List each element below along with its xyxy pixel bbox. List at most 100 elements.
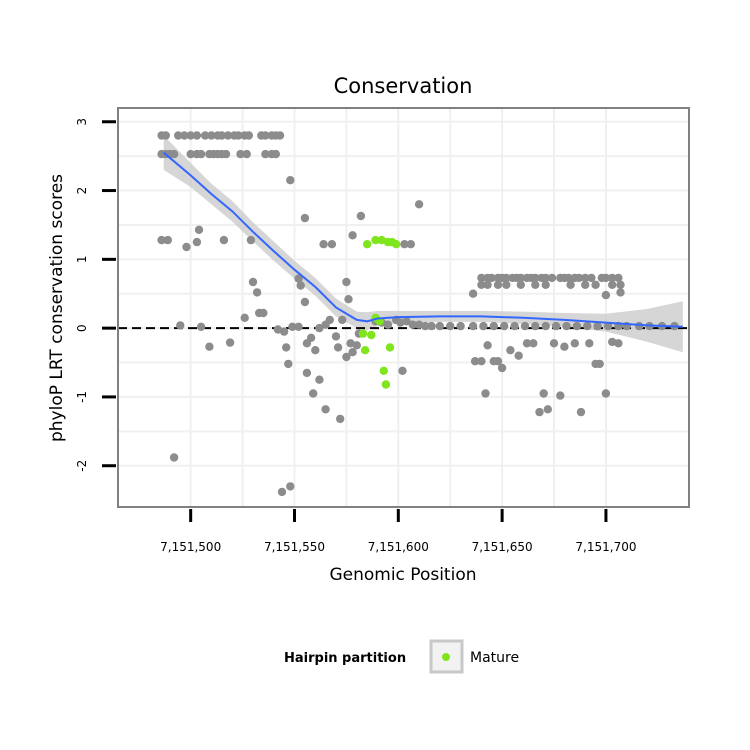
point-other bbox=[564, 273, 573, 283]
point-other bbox=[356, 211, 366, 221]
point-other bbox=[500, 321, 509, 331]
point-other bbox=[311, 346, 320, 355]
x-tick-label: 7,151,700 bbox=[575, 540, 636, 554]
point-other bbox=[400, 240, 409, 249]
point-other bbox=[259, 308, 268, 318]
point-other bbox=[535, 407, 544, 417]
point-other bbox=[338, 315, 347, 325]
point-other bbox=[306, 333, 316, 342]
plot-panel-border bbox=[117, 107, 690, 508]
point-other bbox=[522, 339, 532, 348]
point-other bbox=[271, 149, 280, 159]
point-other bbox=[595, 359, 604, 369]
point-other bbox=[157, 235, 166, 245]
point-other bbox=[576, 407, 586, 417]
point-other bbox=[348, 231, 357, 240]
point-other bbox=[342, 352, 351, 362]
x-axis: 7,151,500 7,151,550 7,151,600 7,151,650 7,15… bbox=[160, 509, 636, 554]
point-other bbox=[541, 273, 550, 283]
point-other bbox=[319, 240, 328, 249]
point-other bbox=[315, 323, 324, 333]
point-other bbox=[207, 131, 216, 140]
point-other bbox=[608, 273, 617, 283]
point-other bbox=[421, 321, 430, 331]
y-axis: -2 -1 0 1 2 3 bbox=[75, 118, 116, 472]
point-other bbox=[549, 339, 559, 348]
point-other bbox=[217, 131, 226, 140]
point-other bbox=[493, 280, 503, 289]
point-other bbox=[346, 339, 355, 348]
point-other bbox=[616, 280, 625, 289]
point-other bbox=[225, 338, 235, 347]
smooth-line-layer bbox=[163, 151, 683, 328]
point-other bbox=[514, 351, 523, 360]
point-other bbox=[520, 321, 530, 331]
point-other bbox=[506, 346, 515, 355]
point-other bbox=[502, 273, 511, 283]
point-other bbox=[477, 273, 486, 283]
confidence-ribbon-layer bbox=[163, 135, 683, 353]
point-mature bbox=[381, 380, 391, 389]
point-other bbox=[248, 277, 258, 287]
point-other bbox=[182, 242, 191, 252]
point-other bbox=[219, 235, 229, 245]
point-other bbox=[481, 389, 490, 398]
point-other bbox=[616, 288, 625, 297]
point-other bbox=[483, 341, 492, 350]
legend: Hairpin partition Mature bbox=[284, 639, 519, 674]
point-other bbox=[302, 368, 312, 378]
point-other bbox=[456, 321, 465, 331]
point-other bbox=[344, 295, 353, 304]
point-other bbox=[242, 149, 251, 159]
point-other bbox=[601, 273, 611, 283]
y-axis-title: phyloP LRT conservation scores bbox=[47, 174, 67, 442]
point-other bbox=[493, 357, 503, 366]
point-other bbox=[566, 280, 575, 289]
point-other bbox=[479, 321, 488, 331]
point-other bbox=[196, 322, 206, 331]
point-other bbox=[327, 240, 337, 249]
point-other bbox=[574, 273, 584, 283]
point-other bbox=[186, 149, 195, 159]
point-other bbox=[234, 131, 243, 140]
point-other bbox=[516, 273, 525, 283]
point-other bbox=[435, 321, 444, 331]
point-other bbox=[300, 213, 310, 223]
point-other bbox=[286, 176, 295, 185]
point-other bbox=[275, 131, 285, 140]
x-tick-label: 7,151,600 bbox=[368, 540, 429, 554]
point-other bbox=[236, 149, 245, 159]
point-other bbox=[294, 274, 303, 283]
point-other bbox=[560, 342, 569, 351]
point-other bbox=[192, 237, 202, 247]
point-other bbox=[284, 359, 293, 369]
point-other bbox=[531, 273, 540, 283]
point-other bbox=[593, 321, 602, 331]
point-other bbox=[331, 332, 341, 341]
point-other bbox=[348, 348, 357, 357]
point-other bbox=[325, 315, 334, 325]
y-tick-label: -1 bbox=[75, 391, 89, 403]
point-other bbox=[608, 280, 617, 289]
point-mature bbox=[371, 235, 380, 245]
point-other bbox=[402, 317, 411, 326]
point-other bbox=[282, 343, 291, 352]
point-other bbox=[294, 322, 303, 331]
point-other bbox=[487, 273, 496, 283]
legend-label-mature: Mature bbox=[470, 650, 519, 666]
point-other bbox=[477, 280, 486, 289]
point-other bbox=[315, 375, 324, 384]
point-other bbox=[398, 366, 407, 375]
point-mature bbox=[392, 240, 401, 249]
point-other bbox=[342, 277, 351, 287]
point-other bbox=[288, 322, 297, 331]
legend-key-mature bbox=[442, 653, 450, 661]
point-other bbox=[583, 321, 592, 331]
point-other bbox=[336, 414, 345, 424]
y-tick-label: -2 bbox=[75, 460, 89, 472]
point-other bbox=[240, 313, 249, 322]
point-other bbox=[601, 290, 611, 300]
point-other bbox=[510, 321, 519, 331]
point-other bbox=[581, 273, 590, 283]
point-other bbox=[205, 342, 214, 351]
